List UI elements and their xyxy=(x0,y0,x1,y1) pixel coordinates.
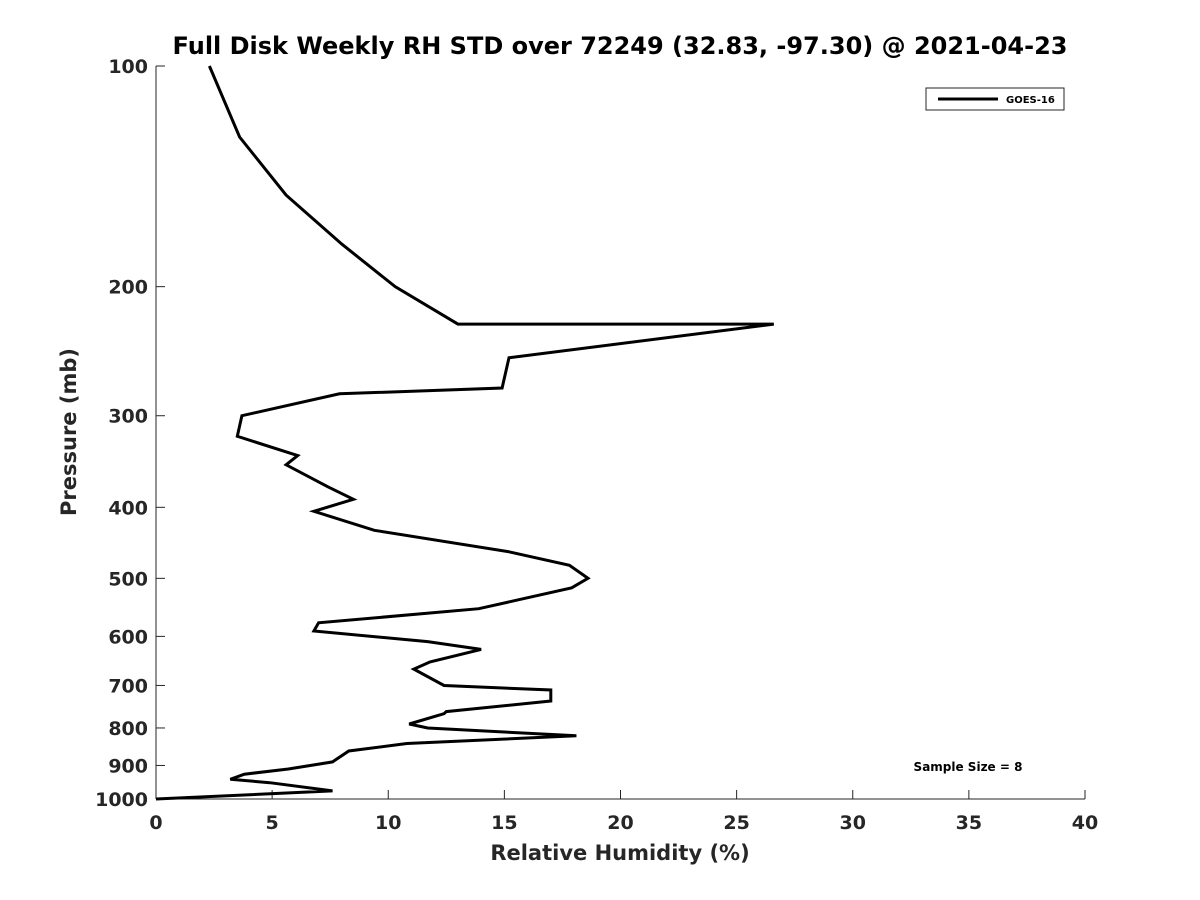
y-tick-label: 700 xyxy=(108,675,148,697)
y-axis-ticks: 100 200 300 400 500 600 700 800 900 1000 xyxy=(95,56,165,811)
x-tick-label: 35 xyxy=(956,812,982,834)
y-tick-label: 1000 xyxy=(95,789,148,811)
x-tick-label: 25 xyxy=(723,812,749,834)
y-tick-label: 200 xyxy=(108,277,148,299)
legend: GOES-16 xyxy=(925,87,1065,111)
y-tick-label: 800 xyxy=(108,718,148,740)
x-tick-label: 0 xyxy=(149,812,162,834)
sample-size-annotation: Sample Size = 8 xyxy=(914,760,1023,774)
chart-title: Full Disk Weekly RH STD over 72249 (32.8… xyxy=(173,32,1068,60)
y-tick-label: 600 xyxy=(108,626,148,648)
x-tick-label: 15 xyxy=(491,812,517,834)
series-group xyxy=(155,65,774,801)
x-tick-label: 10 xyxy=(375,812,401,834)
x-tick-label: 40 xyxy=(1072,812,1098,834)
x-axis-label: Relative Humidity (%) xyxy=(490,841,749,865)
y-tick-label: 100 xyxy=(108,56,148,78)
series-line-goes-16 xyxy=(155,65,774,801)
axes xyxy=(155,66,1085,800)
x-tick-label: 30 xyxy=(840,812,866,834)
x-tick-label: 20 xyxy=(607,812,633,834)
legend-entry-goes-16: GOES-16 xyxy=(1006,95,1055,106)
y-tick-label: 900 xyxy=(108,755,148,777)
y-tick-label: 300 xyxy=(108,406,148,428)
x-axis-ticks: 0 5 10 15 20 25 30 35 40 xyxy=(149,790,1098,834)
y-tick-label: 500 xyxy=(108,568,148,590)
x-tick-label: 5 xyxy=(266,812,279,834)
y-tick-label: 400 xyxy=(108,497,148,519)
y-axis-label: Pressure (mb) xyxy=(57,348,81,516)
